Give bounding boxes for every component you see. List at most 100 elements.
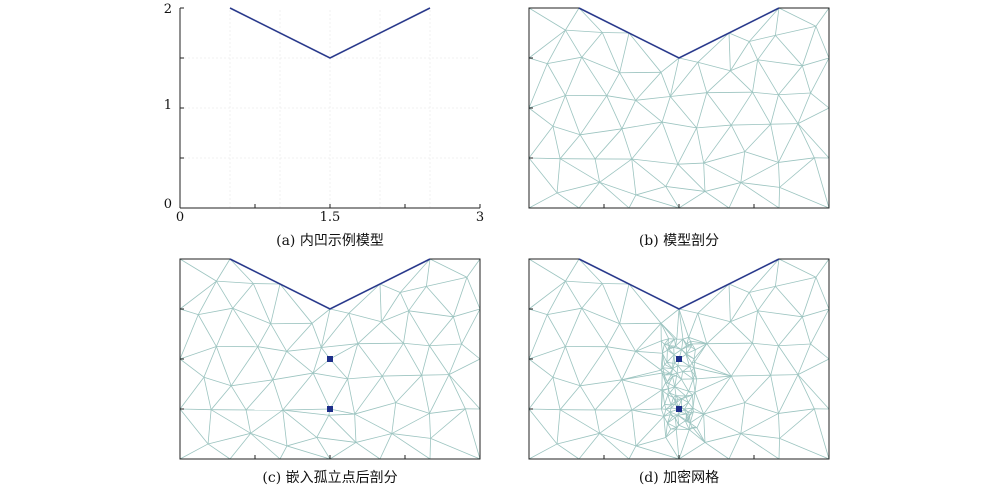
mesh-edge <box>329 415 356 442</box>
mesh-edge <box>673 377 675 387</box>
mesh-edge <box>557 444 579 459</box>
mesh-edge <box>802 26 816 66</box>
mesh-edge <box>752 311 757 343</box>
mesh-edge <box>661 72 670 96</box>
caption-d: (d) 加密网格 <box>529 467 829 487</box>
mesh-edge <box>758 311 779 346</box>
mesh-edge <box>632 409 662 410</box>
mesh-edge <box>731 376 744 403</box>
mesh-edge <box>731 375 770 376</box>
mesh-edge <box>729 183 741 208</box>
mesh-edge <box>695 392 704 414</box>
mesh-edge <box>547 281 565 314</box>
mesh-edge <box>355 403 396 414</box>
mesh-edge <box>565 281 602 283</box>
mesh-edge <box>697 125 732 128</box>
mesh-edge <box>629 195 636 208</box>
mesh-edge <box>233 308 258 347</box>
mesh-edge <box>382 343 403 376</box>
mesh-edge <box>689 313 698 337</box>
mesh-edge <box>704 414 705 442</box>
mesh-edge <box>745 403 779 414</box>
mesh-edge <box>180 377 204 409</box>
mesh-edge <box>771 346 779 375</box>
mesh-edge <box>666 164 678 186</box>
mesh-edge <box>698 313 731 321</box>
mesh-edge <box>814 409 829 459</box>
mesh-edge <box>778 66 802 95</box>
mesh-edge <box>632 159 636 195</box>
mesh-edge <box>231 347 258 386</box>
mesh-edge <box>553 377 580 386</box>
mesh-edge <box>553 126 580 135</box>
mesh-edge <box>287 323 312 351</box>
panel-d <box>529 259 829 459</box>
mesh-edge <box>677 309 679 339</box>
mesh-edge <box>283 410 329 415</box>
mesh-edge <box>688 403 693 409</box>
mesh-edge <box>422 375 430 413</box>
mesh-edge <box>553 126 560 158</box>
mesh-edge <box>741 403 745 434</box>
mesh-edge <box>679 309 698 313</box>
mesh-edge <box>683 366 690 371</box>
mesh-edge <box>622 380 632 410</box>
mesh-edge <box>329 414 355 415</box>
mesh-edge <box>629 33 661 72</box>
mesh-edge <box>778 317 802 346</box>
mesh-edge <box>778 124 798 163</box>
mesh-edge <box>529 259 565 281</box>
mesh-edge <box>216 281 253 283</box>
mesh-edge <box>729 33 730 71</box>
mesh-edge <box>208 433 251 444</box>
mesh-edge <box>731 125 744 152</box>
mesh-edge <box>661 309 679 323</box>
mesh-edge <box>208 444 230 459</box>
mesh-edge <box>607 347 622 380</box>
mesh-edge <box>666 429 676 437</box>
mesh-edge <box>595 129 622 159</box>
mesh-edge <box>453 317 461 344</box>
mesh-edge <box>745 152 779 163</box>
mesh-edge <box>620 33 629 73</box>
mesh-edge <box>730 60 757 71</box>
mesh-edge <box>677 366 678 374</box>
mesh-edge <box>396 375 422 402</box>
mesh-edge <box>662 97 670 123</box>
mesh-edge <box>798 344 811 375</box>
mesh-edge <box>529 359 553 377</box>
mesh-edge <box>180 444 208 459</box>
mesh-edge <box>312 323 321 347</box>
mesh-edge <box>565 30 581 57</box>
mesh-edge <box>771 124 798 125</box>
mesh-edge <box>565 57 581 95</box>
mesh-edge <box>208 410 211 444</box>
mesh-edge <box>529 281 565 309</box>
mesh-edge <box>355 414 356 442</box>
mesh-edge <box>752 92 770 124</box>
mesh-edge <box>547 57 581 63</box>
mesh-edge <box>780 409 815 439</box>
mesh-edge <box>400 292 408 310</box>
mesh-edge <box>705 442 729 459</box>
mesh-edge <box>430 259 467 277</box>
mesh-edge <box>662 383 666 390</box>
mesh-edge <box>695 379 697 392</box>
mesh-edge <box>778 95 798 124</box>
mesh-edge <box>529 315 547 359</box>
mesh-edge <box>553 96 565 127</box>
mesh-edge <box>356 434 392 443</box>
mesh-edge <box>779 8 816 26</box>
mesh-edge <box>216 347 231 386</box>
mesh-edge <box>349 284 380 313</box>
mesh-edge <box>778 158 814 163</box>
mesh-edge <box>231 380 273 386</box>
mesh-edge <box>565 259 579 281</box>
mesh-edge <box>465 409 480 459</box>
mesh-edge <box>705 434 741 443</box>
mesh-edge <box>669 346 675 347</box>
mesh-edge <box>704 163 705 191</box>
mesh-edge <box>553 377 560 409</box>
mesh-edge <box>529 444 557 459</box>
mesh-edge <box>697 128 704 163</box>
